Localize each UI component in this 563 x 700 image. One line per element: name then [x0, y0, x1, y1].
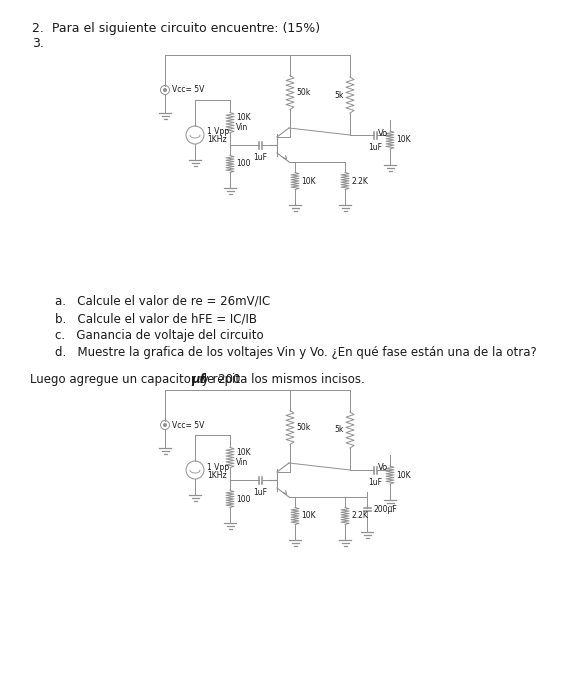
Text: 100: 100 [236, 160, 251, 169]
Text: 5k: 5k [334, 90, 344, 99]
Text: Luego agregue un capacitor de 200: Luego agregue un capacitor de 200 [30, 373, 244, 386]
Text: 5k: 5k [334, 426, 344, 435]
Text: 1KHz: 1KHz [207, 470, 227, 480]
Circle shape [164, 424, 166, 426]
Text: Vo: Vo [378, 129, 388, 137]
Text: 10K: 10K [396, 136, 410, 144]
Text: 1 Vpp: 1 Vpp [207, 463, 229, 472]
Text: Vcc= 5V: Vcc= 5V [172, 421, 204, 430]
Text: Vo: Vo [378, 463, 388, 473]
Text: 2.2K: 2.2K [351, 176, 368, 186]
Text: c.   Ganancia de voltaje del circuito: c. Ganancia de voltaje del circuito [55, 329, 263, 342]
Text: 10K: 10K [301, 176, 316, 186]
Text: 3.: 3. [32, 37, 44, 50]
Text: 2.2K: 2.2K [351, 512, 368, 521]
Text: b.   Calcule el valor de hFE = IC/IB: b. Calcule el valor de hFE = IC/IB [55, 312, 257, 325]
Text: 1uF: 1uF [253, 153, 267, 162]
Text: 50k: 50k [296, 423, 310, 432]
Text: Vcc= 5V: Vcc= 5V [172, 85, 204, 94]
Text: 10K
Vin: 10K Vin [236, 113, 251, 132]
Text: d.   Muestre la grafica de los voltajes Vin y Vo. ¿En qué fase están una de la o: d. Muestre la grafica de los voltajes Vi… [55, 346, 537, 359]
Text: 10K: 10K [396, 470, 410, 480]
Text: 50k: 50k [296, 88, 310, 97]
Text: 2.  Para el siguiente circuito encuentre: (15%): 2. Para el siguiente circuito encuentre:… [32, 22, 320, 35]
Text: a.   Calcule el valor de re = 26mV/IC: a. Calcule el valor de re = 26mV/IC [55, 295, 270, 308]
Text: 10K
Vin: 10K Vin [236, 448, 251, 467]
Circle shape [164, 89, 166, 91]
Text: μf: μf [191, 373, 205, 386]
Text: y repita los mismos incisos.: y repita los mismos incisos. [199, 373, 365, 386]
Text: 1KHz: 1KHz [207, 136, 227, 144]
Text: 1uF: 1uF [368, 478, 382, 487]
Text: 10K: 10K [301, 512, 316, 521]
Text: 100: 100 [236, 494, 251, 503]
Text: 1uF: 1uF [368, 143, 382, 152]
Text: 200μF: 200μF [374, 505, 397, 514]
Text: 1 Vpp: 1 Vpp [207, 127, 229, 136]
Text: 1uF: 1uF [253, 488, 267, 497]
